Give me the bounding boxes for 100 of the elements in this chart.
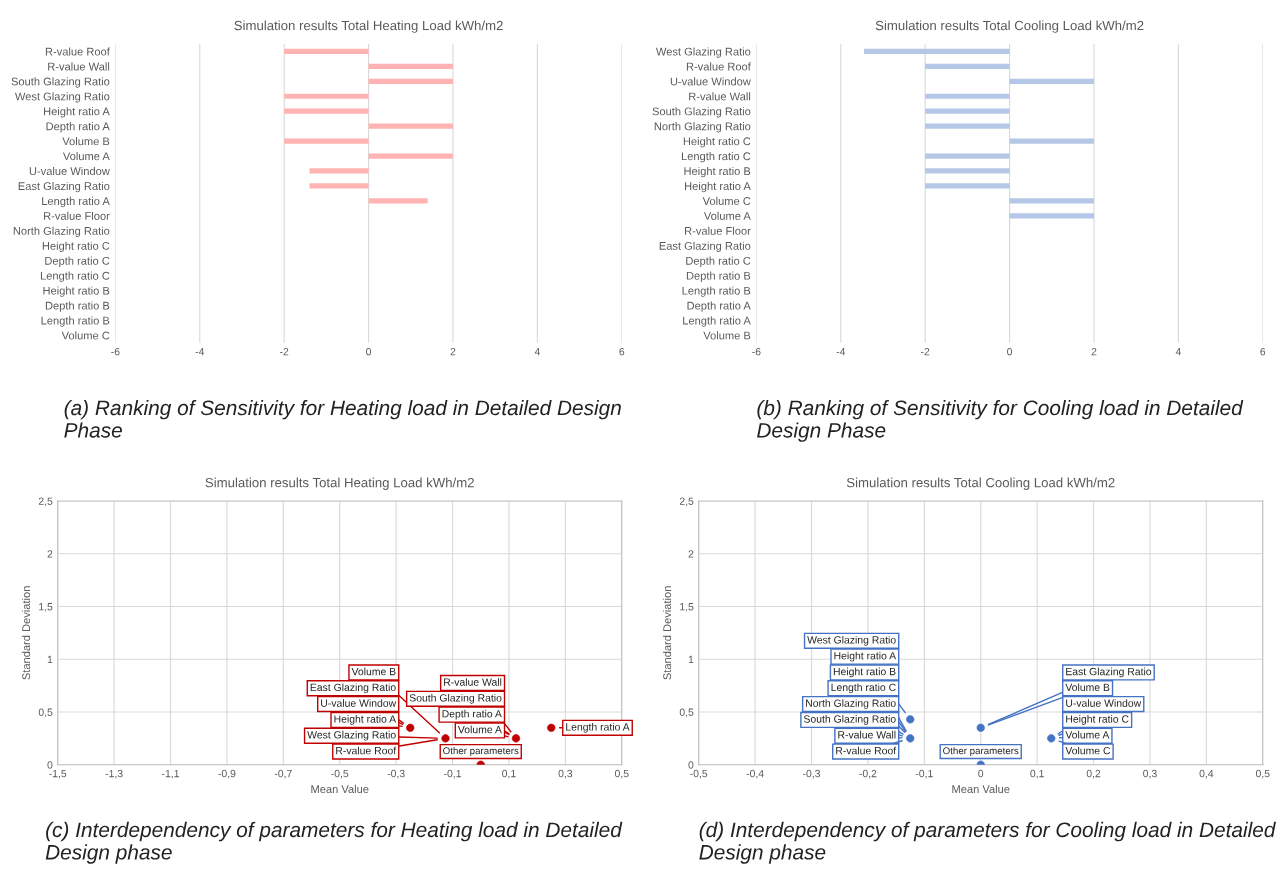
y-tick-label: R-value Roof [686,62,751,71]
annotation: Other parameters [943,747,1019,757]
bar [368,153,453,159]
y-tick-label: 0,5 [679,708,694,718]
annotation: R-value Wall [444,678,502,686]
y-tick-label: R-value Floor [44,211,110,220]
y-tick-label: 1 [47,655,53,664]
annotation: Other parameters [443,747,519,757]
x-tick-label: 0,5 [614,769,629,779]
y-tick-label: Length ratio A [42,196,110,208]
chart-title: Simulation results Total Heating Load kWh/m2 [234,20,503,33]
x-tick-label: -0,3 [387,769,405,779]
y-tick-label: Volume C [61,331,110,340]
bar [368,198,428,204]
chart-title: Simulation results Total Cooling Load kWh/m2 [846,477,1115,490]
annotation: R-value Roof [836,746,897,755]
y-tick-label: 1,5 [680,603,694,612]
y-tick-label: Volume B [703,331,751,340]
x-axis-title: Mean Value [952,784,1010,794]
y-tick-label: East Glazing Ratio [659,241,751,253]
bar [368,123,453,129]
y-tick-label: West Glazing Ratio [655,47,751,58]
x-tick-label: -4 [836,348,846,356]
x-tick-label: 4 [1175,348,1181,356]
annotation: Volume C [1065,746,1111,755]
annotation: Length ratio C [831,683,896,694]
x-tick-label: -1,1 [161,769,179,779]
annotation: U-value Window [1066,699,1142,707]
annotation: Height ratio A [834,651,897,662]
y-tick-label: 2,5 [679,497,694,507]
x-tick-label: -0,5 [690,769,708,779]
annotation: Volume A [457,725,502,734]
y-tick-label: 2,5 [38,497,53,507]
x-tick-label: -0,1 [444,769,462,779]
y-tick-label: U-value Window [670,77,751,86]
annotation: South Glazing Ratio [409,693,502,704]
x-tick-label: 0,4 [1199,769,1214,779]
y-tick-label: Volume B [62,137,110,146]
y-axis-title: Standard Deviation [662,586,672,680]
y-tick-label: Volume C [702,196,751,205]
x-tick-label: -4 [195,348,205,356]
x-tick-label: 4 [534,348,540,356]
x-tick-label: -0,7 [274,769,292,779]
x-tick-label: -2 [280,347,289,356]
x-tick-label: 6 [619,347,625,356]
y-tick-label: Height ratio A [44,107,110,118]
y-tick-label: Depth ratio B [686,271,751,282]
y-tick-label: Length ratio A [683,316,751,327]
x-tick-label: 2 [450,347,456,356]
text: (d) Interdependency of parameters for Cooling load in Detailed Design phase [699,821,1276,864]
annotation: East Glazing Ratio [1066,667,1152,678]
annotation: Depth ratio A [442,709,502,720]
annotation: Height ratio A [334,715,397,725]
x-tick-label: 0,1 [1030,769,1044,779]
y-tick-label: 2 [688,550,694,558]
bar [284,138,369,144]
y-tick-label: South Glazing Ratio [11,77,110,88]
y-tick-label: Height ratio C [42,241,110,253]
bar [284,93,369,99]
x-tick-label: -0,2 [859,769,877,779]
x-tick-label: -1,3 [105,769,123,779]
annotation: Height ratio B [833,667,896,678]
x-tick-label: 0,1 [502,769,516,779]
y-tick-label: Height ratio B [43,286,110,297]
annotation: West Glazing Ratio [307,730,396,741]
bar [368,78,453,84]
chart-title: Simulation results Total Cooling Load kWh/m2 [875,20,1144,33]
y-tick-label: R-value Wall [689,92,751,101]
y-tick-label: Depth ratio C [45,256,110,267]
y-tick-label: Length ratio C [681,152,751,163]
y-tick-label: 0,5 [38,708,53,718]
x-tick-label: -0,9 [218,769,236,779]
y-tick-label: Depth ratio A [687,301,751,312]
x-tick-label: -0,5 [331,769,349,779]
x-tick-label: -1,5 [49,769,67,779]
y-tick-label: 2 [47,550,53,558]
y-tick-label: R-value Wall [48,62,110,71]
x-tick-label: -2 [921,347,930,356]
annotation: U-value Window [321,699,397,707]
y-tick-label: Length ratio B [682,286,751,297]
y-tick-label: 0 [47,761,53,769]
y-tick-label: Volume A [703,211,751,220]
x-tick-label: 0 [978,769,984,778]
chart-title: Simulation results Total Heating Load kWh/m2 [205,477,474,490]
y-tick-label: 0 [688,761,694,769]
y-tick-label: 1 [688,655,694,664]
y-tick-label: R-value Floor [685,226,751,235]
bar [368,63,453,69]
y-tick-label: Length ratio C [40,271,110,282]
annotation: Length ratio A [566,722,630,733]
annotation: Volume B [1065,683,1110,692]
x-tick-label: -0,4 [746,769,764,779]
y-tick-label: Height ratio B [684,166,751,178]
x-tick-label: -6 [752,347,761,356]
text: (a) Ranking of Sensitivity for Heating load in Detailed Design Phase [64,399,621,438]
y-tick-label: U-value Window [29,166,110,176]
y-tick-label: Depth ratio A [46,122,110,133]
x-tick-label: -6 [111,347,120,356]
x-tick-label: 0,3 [558,769,573,779]
y-axis-title: Standard Deviation [21,586,31,680]
